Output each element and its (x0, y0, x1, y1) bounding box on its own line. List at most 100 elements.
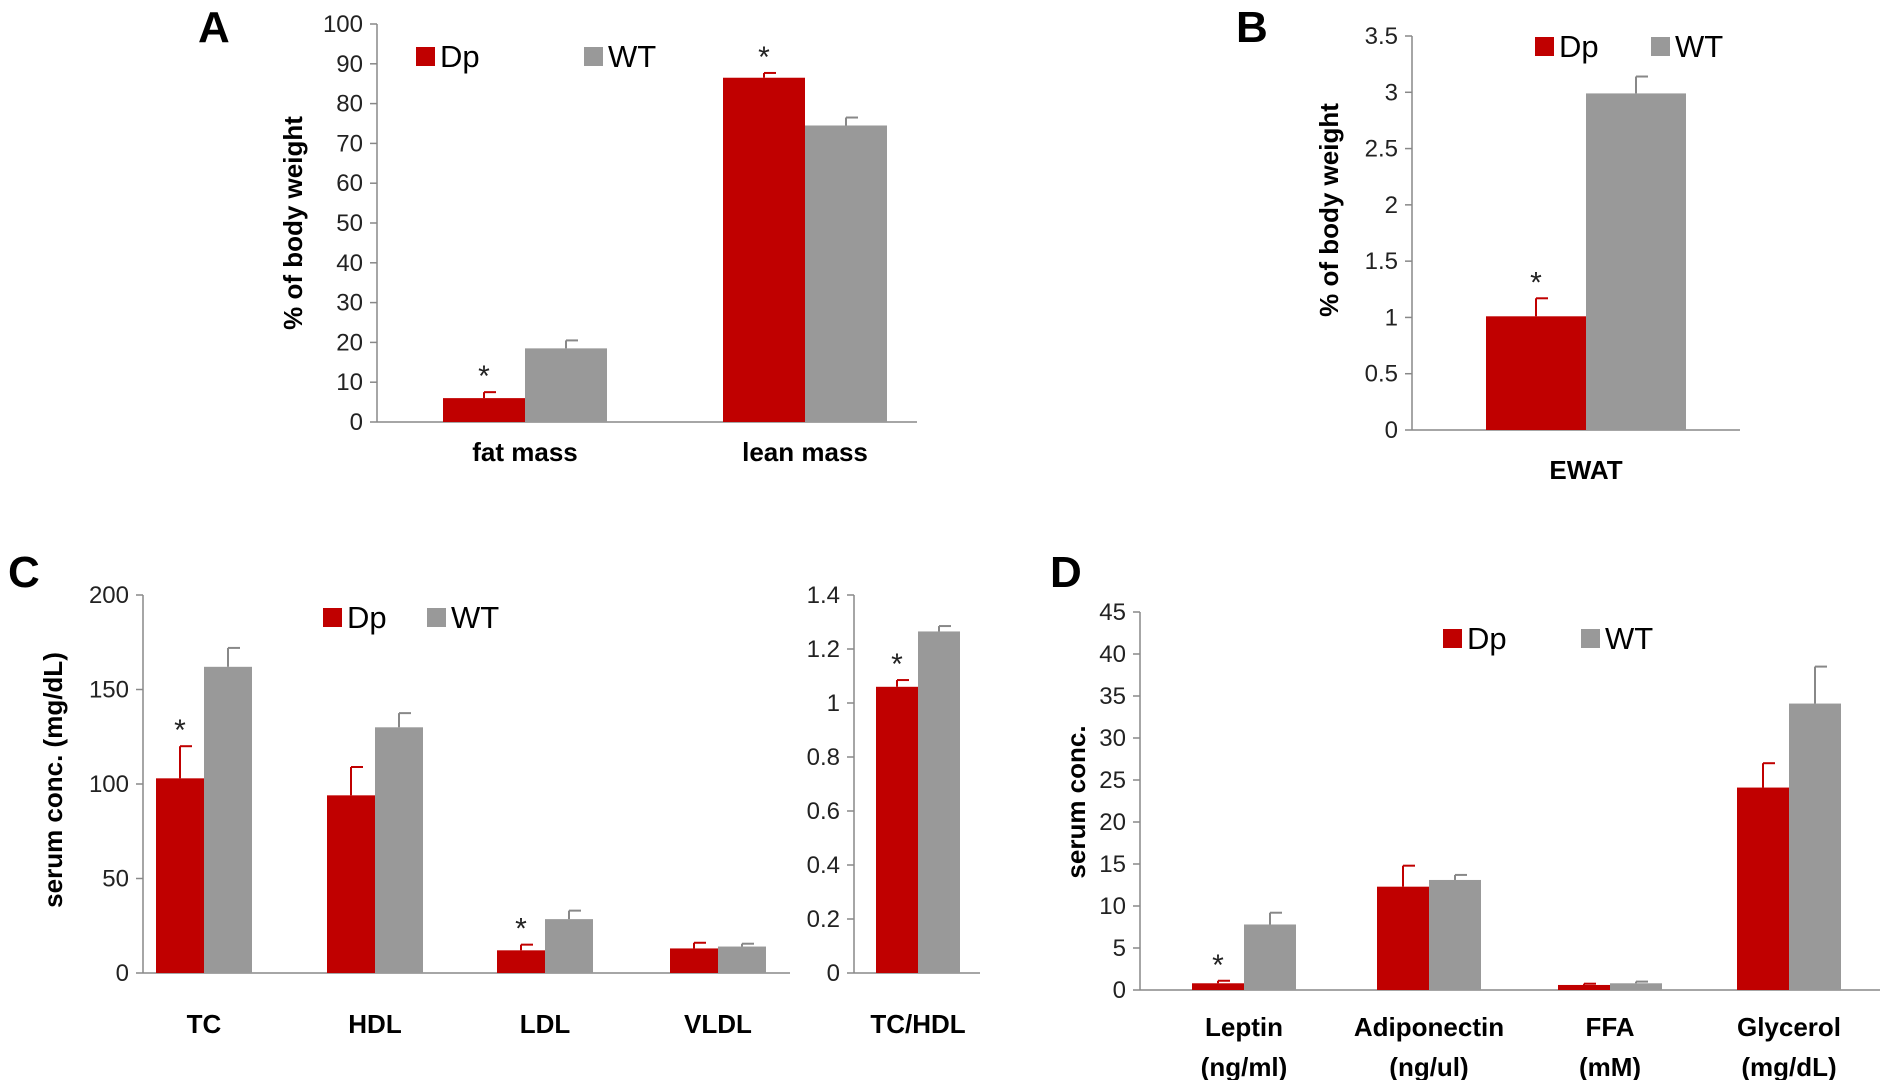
y-axis-label: % of body weight (278, 116, 308, 330)
y-tick-label: 1 (1385, 304, 1398, 331)
bar-wt (918, 631, 960, 973)
bar-wt (1429, 879, 1481, 990)
bar-dp (876, 686, 918, 973)
x-category-label: Glycerol (1737, 1012, 1841, 1042)
y-tick-label: 15 (1099, 851, 1126, 878)
bar-dp (1737, 787, 1789, 990)
legend-swatch-wt (427, 608, 446, 627)
y-axis-label: serum conc. (mg/dL) (38, 652, 68, 908)
bar-wt (545, 919, 593, 973)
y-tick-label: 3 (1385, 79, 1398, 106)
bar-dp (670, 948, 718, 973)
bar-wt (1610, 983, 1662, 990)
y-tick-label: 30 (336, 290, 363, 317)
legend-label-wt: WT (608, 39, 656, 74)
y-tick-label: 1.2 (807, 636, 840, 663)
y-tick-label: 0.6 (807, 798, 840, 825)
y-tick-label: 45 (1099, 599, 1126, 626)
bar-wt (204, 666, 252, 973)
y-tick-label: 0.5 (1365, 361, 1398, 388)
y-tick-label: 150 (89, 677, 129, 704)
y-tick-label: 35 (1099, 683, 1126, 710)
x-category-label: HDL (348, 1009, 402, 1039)
y-tick-label: 0 (1113, 977, 1126, 1004)
bar-dp (1192, 983, 1244, 990)
significance-marker: * (758, 41, 770, 74)
legend-swatch-dp (1535, 37, 1554, 56)
legend-label-wt: WT (1675, 29, 1723, 64)
y-tick-label: 20 (1099, 809, 1126, 836)
significance-marker: * (174, 714, 186, 747)
panel-label-b: B (1236, 3, 1268, 52)
significance-marker: * (1530, 266, 1542, 299)
y-tick-label: 10 (1099, 893, 1126, 920)
significance-marker: * (1212, 949, 1224, 982)
bar-wt (1586, 93, 1686, 430)
y-tick-label: 20 (336, 329, 363, 356)
legend-label-dp: Dp (347, 600, 387, 635)
panel-label-c: C (8, 548, 40, 597)
bar-wt (805, 125, 887, 423)
x-category-label: Adiponectin (1354, 1012, 1504, 1042)
y-tick-label: 50 (336, 210, 363, 237)
y-tick-label: 0.8 (807, 744, 840, 771)
y-tick-label: 0 (350, 409, 363, 436)
bar-dp (1558, 984, 1610, 990)
x-category-unit: (ng/ml) (1201, 1052, 1288, 1080)
bar-wt (718, 946, 766, 973)
y-tick-label: 40 (336, 250, 363, 277)
y-tick-label: 0.2 (807, 906, 840, 933)
legend-label-dp: Dp (440, 39, 480, 74)
y-tick-label: 40 (1099, 641, 1126, 668)
y-tick-label: 1.5 (1365, 248, 1398, 275)
legend-swatch-dp (1443, 629, 1462, 648)
y-tick-label: 0 (1385, 417, 1398, 444)
x-category-label: VLDL (684, 1009, 752, 1039)
legend-label-dp: Dp (1559, 29, 1599, 64)
bar-dp (497, 950, 545, 973)
y-tick-label: 1.4 (807, 582, 840, 609)
y-tick-label: 2.5 (1365, 136, 1398, 163)
y-tick-label: 70 (336, 130, 363, 157)
y-tick-label: 0 (827, 960, 840, 987)
legend-label-wt: WT (1605, 621, 1653, 656)
y-tick-label: 90 (336, 51, 363, 78)
legend-swatch-wt (1581, 629, 1600, 648)
bar-wt (525, 348, 607, 422)
y-tick-label: 200 (89, 582, 129, 609)
x-category-unit: (mM) (1579, 1052, 1641, 1080)
y-tick-label: 1 (827, 690, 840, 717)
legend-swatch-wt (584, 47, 603, 66)
significance-marker: * (478, 360, 490, 393)
bar-wt (1244, 924, 1296, 990)
x-category-label: FFA (1585, 1012, 1634, 1042)
y-tick-label: 10 (336, 369, 363, 396)
y-tick-label: 100 (323, 11, 363, 38)
legend-swatch-dp (416, 47, 435, 66)
y-tick-label: 0.4 (807, 852, 840, 879)
y-tick-label: 30 (1099, 725, 1126, 752)
x-category-unit: (ng/ul) (1389, 1052, 1468, 1080)
y-tick-label: 25 (1099, 767, 1126, 794)
y-tick-label: 5 (1113, 935, 1126, 962)
x-category-label: TC/HDL (870, 1009, 965, 1039)
legend-label-wt: WT (451, 600, 499, 635)
y-tick-label: 3.5 (1365, 23, 1398, 50)
panel-label-d: D (1050, 548, 1082, 597)
x-category-unit: (mg/dL) (1741, 1052, 1836, 1080)
y-tick-label: 80 (336, 91, 363, 118)
y-tick-label: 60 (336, 170, 363, 197)
x-category-label: Leptin (1205, 1012, 1283, 1042)
x-category-label: lean mass (742, 437, 868, 467)
bar-wt (375, 727, 423, 973)
y-axis-label: % of body weight (1314, 103, 1344, 317)
bar-dp (156, 778, 204, 973)
significance-marker: * (891, 648, 903, 681)
panel-label-a: A (198, 3, 230, 52)
x-category-label: TC (187, 1009, 222, 1039)
legend-label-dp: Dp (1467, 621, 1507, 656)
y-tick-label: 100 (89, 771, 129, 798)
bar-wt (1789, 703, 1841, 990)
x-category-label: fat mass (472, 437, 578, 467)
